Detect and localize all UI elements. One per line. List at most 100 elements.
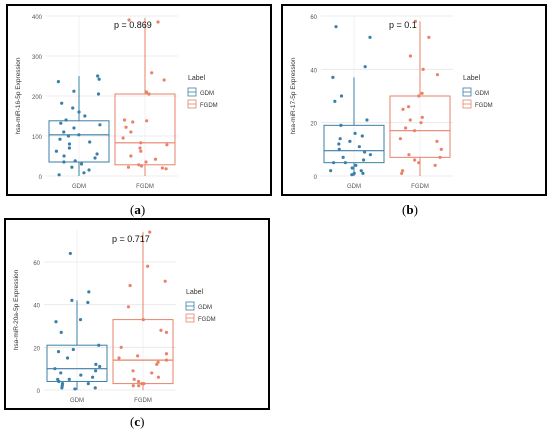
data-point (131, 369, 135, 373)
data-point (419, 121, 423, 125)
caption-c: (c) (130, 414, 145, 429)
data-point (62, 154, 66, 158)
data-point (159, 328, 163, 332)
data-point (77, 110, 81, 114)
data-point (359, 169, 363, 173)
data-point (144, 160, 148, 164)
data-point (140, 382, 144, 386)
data-point (150, 371, 154, 375)
data-point (361, 171, 365, 175)
data-point (333, 99, 337, 103)
data-point (87, 290, 91, 294)
y-tick-label: 200 (32, 95, 43, 101)
legend-title: Label (188, 75, 206, 82)
data-point (357, 145, 361, 149)
x-tick-label: GDM (72, 184, 86, 190)
data-point (353, 131, 357, 135)
chart-panel-a: 0 100 200 300 400 GDM FGDM hsa-miR-16-5p Expres… (6, 4, 272, 196)
data-point (145, 119, 149, 123)
y-tick-label: 20 (33, 346, 40, 352)
caption-b: (b) (402, 202, 418, 217)
data-point (122, 118, 127, 122)
data-point (435, 73, 440, 77)
data-point (337, 142, 341, 146)
y-tick-label: 100 (32, 135, 43, 141)
chart-c: 0 20 40 60 GDM FGDM hsa-miR-20a-5p Expression p… (13, 230, 216, 404)
y-tick-label: 0 (37, 389, 41, 395)
data-point (62, 160, 66, 164)
data-point (96, 74, 100, 78)
legend-entry: GDM (200, 91, 214, 97)
data-point (58, 137, 62, 141)
data-point (144, 90, 149, 94)
box-gdm (46, 344, 108, 382)
data-point (73, 159, 77, 163)
data-point (160, 166, 165, 170)
data-point (60, 386, 64, 390)
data-point (83, 114, 87, 118)
data-point (439, 147, 443, 151)
data-point (136, 354, 140, 358)
box-gdm (323, 124, 385, 164)
data-point (334, 25, 338, 29)
data-point (88, 140, 92, 144)
y-tick-label: 60 (310, 15, 317, 21)
data-point (339, 123, 343, 127)
y-tick-label: 60 (33, 261, 40, 267)
data-point (98, 364, 102, 369)
data-point (331, 75, 335, 79)
data-point (408, 54, 413, 58)
data-point (57, 173, 61, 177)
data-point (66, 134, 71, 138)
box-gdm (48, 120, 110, 163)
data-point (153, 157, 158, 161)
data-point (59, 121, 63, 125)
data-point (59, 371, 63, 375)
data-point (56, 80, 60, 84)
data-point (82, 171, 86, 175)
data-point (93, 386, 97, 390)
data-point (401, 107, 405, 111)
data-point (86, 300, 90, 305)
p-value: p = 0.1 (389, 20, 417, 30)
data-point (413, 19, 418, 23)
data-point (97, 343, 101, 347)
data-point (53, 367, 57, 371)
data-point (127, 18, 131, 22)
data-point (54, 320, 58, 324)
y-tick-label: 40 (33, 304, 40, 310)
x-tick-label: GDM (347, 184, 361, 190)
data-point (70, 165, 74, 169)
data-point (60, 101, 64, 105)
data-point (97, 77, 101, 81)
legend-entry: FGDM (198, 317, 216, 323)
data-point (150, 71, 154, 75)
chart-b: 0 20 40 60 GDM FGDM hsa-miR-17-5p Expression p … (290, 15, 493, 190)
data-point (87, 168, 91, 172)
data-point (137, 384, 141, 388)
data-point (77, 133, 81, 137)
data-point (343, 161, 347, 165)
y-tick-label: 400 (32, 15, 43, 21)
y-axis-label: hsa-miR-20a-5p Expression (13, 269, 20, 350)
legend-entry: FGDM (200, 103, 218, 109)
data-point (400, 169, 405, 173)
data-point (137, 163, 141, 167)
data-point (64, 118, 68, 122)
data-point (119, 345, 123, 349)
data-point (139, 164, 144, 168)
data-point (93, 156, 97, 160)
data-point (124, 125, 128, 129)
data-point (137, 379, 141, 384)
x-tick-label: FGDM (411, 184, 429, 190)
data-point (350, 173, 354, 177)
data-point (354, 163, 358, 167)
data-point (420, 115, 424, 119)
data-point (341, 155, 345, 159)
data-point (164, 167, 168, 171)
data-point (408, 118, 412, 122)
data-point (98, 123, 102, 127)
data-point (350, 166, 354, 170)
p-value: p = 0.717 (112, 234, 150, 244)
data-point (72, 89, 76, 93)
